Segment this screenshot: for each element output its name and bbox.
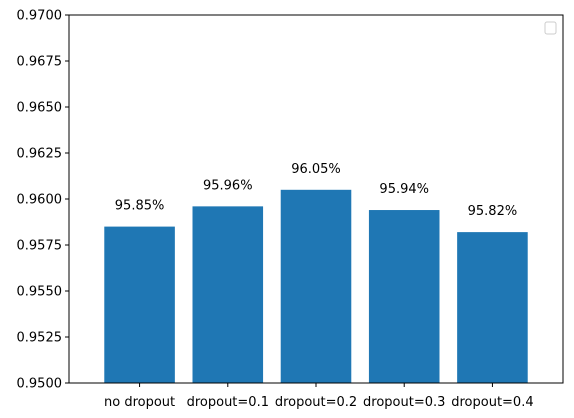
y-tick-label-7: 0.9675 <box>17 55 63 70</box>
legend-box <box>544 21 557 35</box>
x-tick-label-1: dropout=0.1 <box>187 395 269 410</box>
data-labels: 95.85% 95.96% 96.05% 95.94% 95.82% <box>115 162 517 219</box>
data-label-1: 95.96% <box>203 178 253 193</box>
bar-4 <box>457 232 528 383</box>
y-axis: 0.9500 0.9525 0.9550 0.9575 0.9600 0.9625 0.96… <box>17 9 69 392</box>
y-tick-label-6: 0.9650 <box>17 101 63 116</box>
y-tick-label-3: 0.9575 <box>17 239 63 254</box>
x-tick-label-3: dropout=0.3 <box>363 395 445 410</box>
bar-2 <box>280 189 352 383</box>
bar-0 <box>104 226 175 383</box>
bar-3 <box>368 210 440 383</box>
bar-series <box>104 189 528 383</box>
data-label-4: 95.82% <box>468 204 518 219</box>
y-tick-label-0: 0.9500 <box>17 377 63 392</box>
y-tick-label-8: 0.9700 <box>17 9 63 24</box>
y-tick-label-1: 0.9525 <box>17 331 63 346</box>
x-axis: no dropout dropout=0.1 dropout=0.2 dropout=… <box>104 383 534 410</box>
y-tick-label-2: 0.9550 <box>17 285 63 300</box>
x-tick-label-0: no dropout <box>104 395 175 410</box>
y-tick-label-4: 0.9600 <box>17 193 63 208</box>
x-tick-label-2: dropout=0.2 <box>275 395 357 410</box>
y-tick-label-5: 0.9625 <box>17 147 63 162</box>
data-label-3: 95.94% <box>379 182 429 197</box>
x-tick-label-4: dropout=0.4 <box>451 395 533 410</box>
data-label-2: 96.05% <box>291 162 341 177</box>
plot-frame <box>68 14 564 384</box>
data-label-0: 95.85% <box>115 199 165 214</box>
bar-1 <box>192 206 264 383</box>
